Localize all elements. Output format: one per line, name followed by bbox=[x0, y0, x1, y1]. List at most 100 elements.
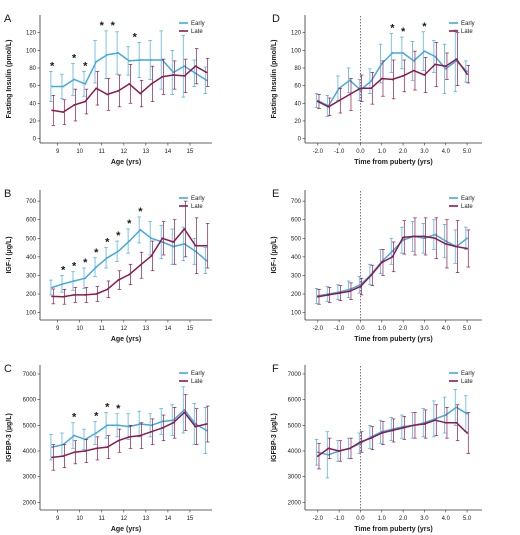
point-early bbox=[444, 67, 447, 70]
x-tick-label: 0.0 bbox=[356, 516, 365, 522]
x-tick-label: 2.0 bbox=[399, 149, 408, 155]
point-late bbox=[466, 247, 468, 250]
significance-marker: * bbox=[401, 26, 406, 38]
point-late bbox=[380, 261, 383, 264]
panel-letter: A bbox=[4, 13, 12, 25]
x-tick-label: -1.0 bbox=[334, 326, 345, 332]
point-late bbox=[139, 434, 142, 437]
x-axis-title: Time from puberty (yrs) bbox=[354, 336, 432, 343]
x-tick-label: 11 bbox=[99, 149, 106, 155]
point-late bbox=[62, 111, 65, 114]
point-early bbox=[412, 60, 415, 62]
y-tick-label: 20 bbox=[29, 119, 36, 125]
point-early bbox=[106, 256, 109, 259]
point-late bbox=[95, 293, 98, 295]
point-late bbox=[434, 237, 436, 240]
y-tick-label: 20 bbox=[294, 119, 301, 125]
point-late bbox=[194, 425, 197, 428]
x-axis-title: Age (yrs) bbox=[111, 526, 141, 533]
point-late bbox=[51, 456, 54, 459]
point-early bbox=[316, 451, 319, 454]
point-late bbox=[62, 455, 65, 458]
significance-marker: * bbox=[72, 261, 77, 273]
y-tick-label: 120 bbox=[26, 31, 37, 37]
point-early bbox=[434, 417, 436, 420]
point-early bbox=[380, 62, 383, 65]
point-early bbox=[434, 233, 436, 236]
x-tick-label: 10 bbox=[76, 149, 83, 155]
point-early bbox=[348, 79, 351, 82]
series-early bbox=[49, 216, 208, 296]
point-early bbox=[150, 424, 153, 427]
point-late bbox=[128, 435, 131, 438]
point-late bbox=[316, 100, 319, 103]
y-tick-label: 40 bbox=[294, 101, 301, 107]
point-early bbox=[444, 240, 447, 242]
point-late bbox=[194, 244, 197, 247]
point-late bbox=[84, 100, 87, 103]
series-early bbox=[314, 29, 468, 117]
significance-marker: * bbox=[111, 20, 116, 32]
y-axis-title: IGF-I (µg/L) bbox=[271, 236, 278, 273]
point-early bbox=[370, 80, 373, 83]
y-tick-label: 400 bbox=[26, 255, 37, 261]
point-late bbox=[84, 294, 87, 296]
point-late bbox=[117, 439, 120, 442]
point-late bbox=[338, 99, 341, 102]
significance-marker: * bbox=[105, 401, 110, 413]
x-tick-label: -1.0 bbox=[334, 516, 345, 522]
x-axis-title: Age (yrs) bbox=[111, 336, 141, 343]
point-late bbox=[466, 73, 468, 76]
y-tick-label: 700 bbox=[291, 199, 302, 205]
point-early bbox=[139, 423, 142, 425]
point-late bbox=[194, 65, 197, 68]
x-tick-label: 5.0 bbox=[463, 516, 472, 522]
point-early bbox=[73, 78, 76, 81]
x-axis-title: Age (yrs) bbox=[111, 159, 141, 166]
point-late bbox=[316, 455, 319, 458]
y-tick-label: 80 bbox=[29, 66, 36, 72]
x-tick-label: 9 bbox=[56, 516, 60, 522]
point-late bbox=[380, 77, 383, 80]
point-early bbox=[161, 420, 164, 423]
point-early bbox=[128, 60, 131, 62]
y-tick-label: 200 bbox=[291, 292, 302, 298]
x-tick-label: 2.0 bbox=[399, 516, 408, 522]
point-late bbox=[455, 421, 458, 424]
x-tick-label: 5.0 bbox=[463, 326, 472, 332]
point-early bbox=[205, 259, 208, 262]
point-late bbox=[73, 104, 76, 106]
x-tick-label: 4.0 bbox=[442, 149, 451, 155]
series-early bbox=[49, 30, 208, 102]
point-early bbox=[62, 282, 65, 285]
legend-label-early: Early bbox=[191, 196, 205, 202]
point-late bbox=[183, 228, 186, 230]
y-tick-label: 600 bbox=[291, 218, 302, 224]
x-tick-label: 10 bbox=[76, 516, 83, 522]
panel-letter: D bbox=[272, 13, 280, 25]
point-late bbox=[327, 294, 330, 296]
significance-marker: * bbox=[94, 247, 99, 259]
point-early bbox=[183, 409, 186, 411]
point-late bbox=[62, 295, 65, 298]
panel-letter: F bbox=[272, 363, 279, 375]
y-axis-title: Fasting Insulin (pmol/L) bbox=[6, 40, 13, 119]
significance-marker: * bbox=[390, 23, 395, 35]
y-tick-label: 3000 bbox=[288, 475, 302, 481]
point-late bbox=[348, 290, 351, 293]
point-early bbox=[183, 242, 186, 245]
point-late bbox=[455, 58, 458, 61]
point-late bbox=[359, 285, 362, 288]
point-early bbox=[150, 59, 153, 61]
point-late bbox=[338, 292, 341, 294]
point-early bbox=[194, 72, 197, 75]
legend-label-late: Late bbox=[191, 204, 203, 210]
y-tick-label: 2000 bbox=[23, 500, 37, 506]
y-tick-label: 100 bbox=[291, 48, 302, 54]
point-early bbox=[172, 245, 175, 248]
y-tick-label: 5000 bbox=[23, 423, 37, 429]
point-early bbox=[95, 266, 98, 268]
point-early bbox=[161, 59, 164, 61]
point-early bbox=[117, 424, 120, 427]
point-late bbox=[183, 75, 186, 77]
